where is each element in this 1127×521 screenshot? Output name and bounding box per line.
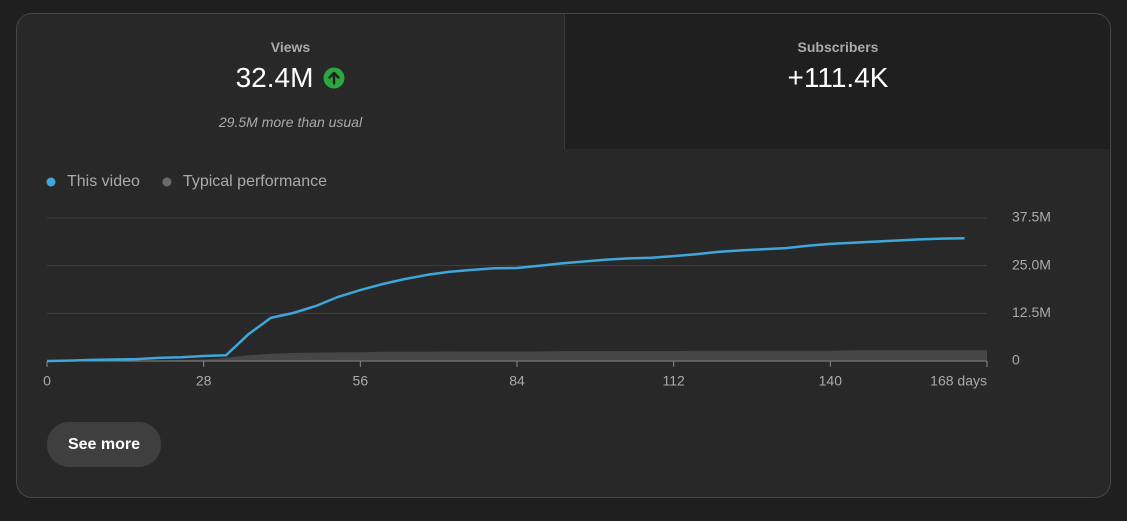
tab-label: Subscribers: [797, 39, 879, 55]
tab[interactable]: Subscribers +111.4K: [564, 14, 1110, 149]
legend-label: Typical performance: [183, 173, 327, 190]
legend-label: This video: [67, 173, 140, 190]
tab-label: Views: [270, 39, 311, 55]
see-more-button[interactable]: See more: [47, 422, 161, 467]
up-icon: [323, 67, 345, 89]
x-tick-label: 56: [353, 373, 369, 389]
tab-note: 29.5M more than usual: [218, 114, 363, 130]
tab-value-row: +111.4K: [565, 61, 1110, 95]
x-tick-label: 0: [43, 373, 51, 389]
x-tick-label: 28: [196, 373, 212, 389]
tab-value: +111.4K: [787, 62, 889, 93]
card: Views 32.4M 29.5M more than usual Subscr…: [16, 13, 1111, 498]
x-tick-label: 84: [509, 373, 525, 389]
x-tick-label: 140: [819, 373, 843, 389]
x-tick-label: 168 days: [930, 373, 987, 389]
line: [46, 236, 965, 363]
y-tick-label: 12.5M: [1012, 304, 1051, 320]
tab-value: 32.4M: [235, 62, 314, 93]
legend-swatch: [162, 177, 172, 187]
y-tick-label: 37.5M: [1012, 209, 1051, 225]
area: [47, 350, 987, 361]
legend-swatch: [46, 177, 56, 187]
tab[interactable]: Views 32.4M 29.5M more than usual: [17, 14, 564, 149]
y-tick-label: 25.0M: [1012, 256, 1051, 272]
x-tick-label: 112: [663, 373, 686, 389]
y-tick-label: 0: [1012, 352, 1020, 368]
tab-value-row: 32.4M: [17, 61, 564, 95]
